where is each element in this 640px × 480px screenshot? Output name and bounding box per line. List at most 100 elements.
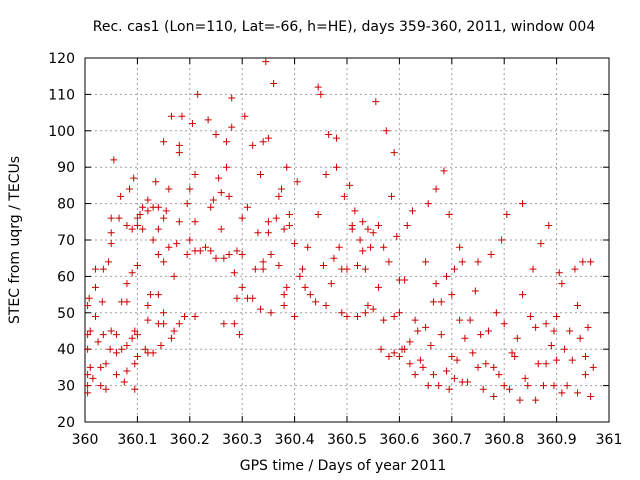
- data-point: [291, 240, 299, 248]
- data-point: [474, 363, 482, 371]
- x-tick-label: 360.1: [117, 432, 157, 448]
- data-point: [422, 323, 430, 331]
- data-point: [429, 298, 437, 306]
- data-point: [86, 327, 94, 335]
- data-point: [131, 360, 139, 368]
- data-point: [314, 83, 322, 91]
- data-point: [84, 389, 92, 397]
- data-point: [498, 236, 506, 244]
- data-point: [275, 192, 283, 200]
- data-point: [167, 334, 175, 342]
- data-point: [429, 371, 437, 379]
- data-point: [545, 221, 553, 229]
- data-point: [97, 382, 105, 390]
- data-point: [225, 192, 233, 200]
- data-point: [445, 385, 453, 393]
- data-point: [107, 327, 115, 335]
- data-point: [233, 294, 241, 302]
- data-point: [484, 327, 492, 335]
- data-point: [411, 316, 419, 324]
- data-point: [312, 298, 320, 306]
- x-tick-label: 360.4: [275, 432, 315, 448]
- data-point: [220, 254, 228, 262]
- data-point: [254, 229, 262, 237]
- y-tick-label: 90: [57, 160, 75, 176]
- data-point: [233, 247, 241, 255]
- data-point: [306, 291, 314, 299]
- data-point: [424, 382, 432, 390]
- data-point: [374, 283, 382, 291]
- data-point: [257, 170, 265, 178]
- data-point: [133, 261, 141, 269]
- y-tick-label: 60: [57, 269, 75, 285]
- y-tick-label: 50: [57, 306, 75, 322]
- data-point: [571, 265, 579, 273]
- data-point: [97, 363, 105, 371]
- data-point: [196, 247, 204, 255]
- data-point: [285, 221, 293, 229]
- x-tick-label: 361: [596, 432, 623, 448]
- data-point: [186, 236, 194, 244]
- data-point: [110, 156, 118, 164]
- data-point: [267, 309, 275, 317]
- data-point: [106, 345, 114, 353]
- data-point: [532, 323, 540, 331]
- data-point: [107, 229, 115, 237]
- data-point: [91, 283, 99, 291]
- data-point: [160, 214, 168, 222]
- data-point: [401, 276, 409, 284]
- data-point: [508, 349, 516, 357]
- data-point: [228, 94, 236, 102]
- data-point: [178, 112, 186, 120]
- data-point: [343, 312, 351, 320]
- data-point: [304, 243, 312, 251]
- data-point: [568, 356, 576, 364]
- data-point: [361, 265, 369, 273]
- data-point: [322, 170, 330, 178]
- data-point: [487, 251, 495, 259]
- data-point: [450, 265, 458, 273]
- x-axis-label: GPS time / Days of year 2011: [240, 458, 447, 474]
- data-point: [249, 141, 257, 149]
- data-point: [437, 298, 445, 306]
- data-point: [212, 130, 220, 138]
- data-point: [243, 203, 251, 211]
- data-point: [222, 138, 230, 146]
- data-point: [228, 123, 236, 131]
- data-point: [278, 185, 285, 193]
- data-point: [188, 120, 196, 128]
- data-point: [395, 309, 403, 317]
- data-point: [296, 272, 304, 280]
- data-point: [469, 349, 477, 357]
- data-point: [194, 90, 202, 98]
- data-point: [84, 331, 92, 339]
- data-point: [133, 214, 141, 222]
- data-point: [333, 134, 341, 142]
- data-point: [382, 127, 390, 135]
- x-tick-label: 360.2: [170, 432, 210, 448]
- data-point: [117, 192, 125, 200]
- x-tick-label: 360.7: [432, 432, 472, 448]
- data-point: [144, 207, 152, 215]
- data-point: [264, 134, 272, 142]
- data-point: [359, 218, 367, 226]
- data-point: [280, 225, 288, 233]
- data-point: [474, 258, 482, 266]
- data-point: [424, 200, 432, 208]
- x-tick-label: 360.6: [379, 432, 419, 448]
- data-point: [445, 211, 453, 219]
- data-point: [181, 312, 189, 320]
- data-point: [238, 283, 246, 291]
- data-point: [149, 236, 157, 244]
- data-point: [152, 178, 160, 186]
- data-point: [558, 389, 566, 397]
- data-point: [207, 247, 215, 255]
- data-point: [372, 98, 380, 106]
- data-point: [479, 385, 487, 393]
- data-point: [450, 374, 458, 382]
- data-point: [524, 382, 532, 390]
- data-point: [241, 112, 249, 120]
- data-point: [558, 280, 566, 288]
- data-point: [191, 218, 199, 226]
- data-point: [550, 327, 558, 335]
